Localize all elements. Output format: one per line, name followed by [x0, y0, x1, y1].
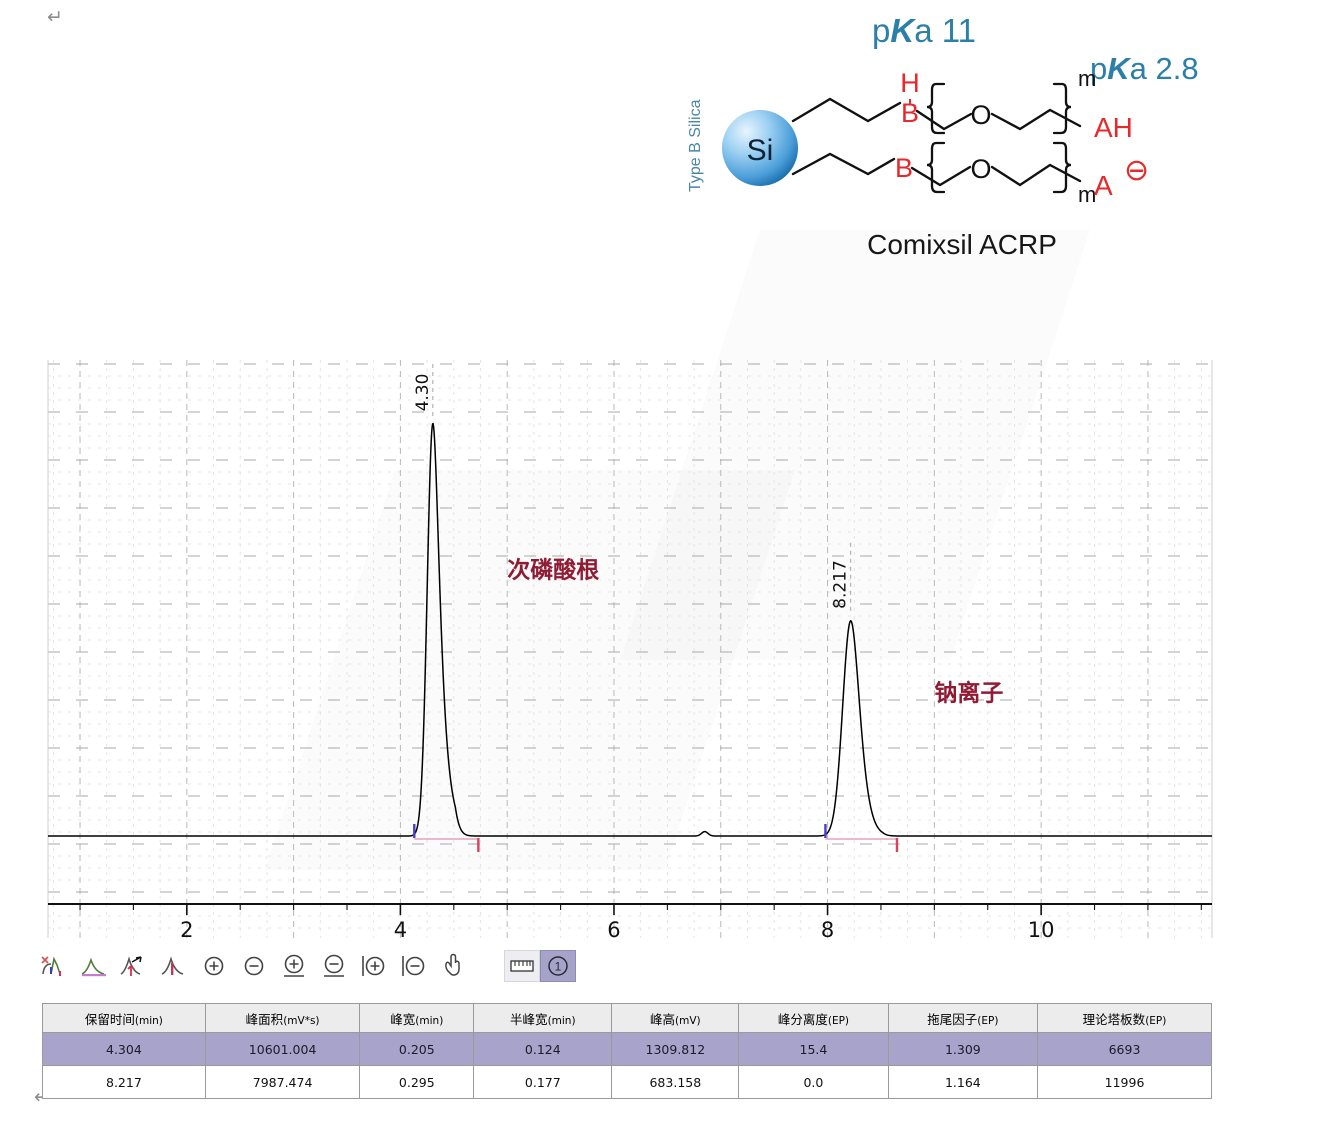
column-header-retention-time[interactable]: 保留时间(min) — [42, 1003, 206, 1033]
column-header-tailing-factor[interactable]: 拖尾因子(EP) — [887, 1003, 1039, 1033]
table-cell: 0.0 — [738, 1065, 889, 1099]
pan-hand-tool[interactable] — [434, 946, 474, 986]
repeat-bracket-top — [926, 82, 1072, 135]
integration-markers — [413, 824, 899, 852]
bond-lines-top — [791, 97, 1082, 131]
zoom-in-x-tool[interactable] — [354, 946, 394, 986]
chromatogram-plot[interactable]: 2 4 6 8 10 4.30 8.217 次磷酸根钠离子 — [40, 352, 1220, 942]
oxygen-atom-bottom: O — [970, 154, 991, 184]
x-axis-tick-label: 10 — [1028, 918, 1055, 942]
grid-minor-lines — [48, 360, 1212, 938]
peak-annotation-label: 次磷酸根 — [507, 557, 599, 584]
repeat-count-top: m — [1078, 66, 1096, 91]
table-cell: 0.205 — [359, 1032, 475, 1066]
column-header-resolution[interactable]: 峰分离度(EP) — [738, 1003, 889, 1033]
delete-peak-tool[interactable] — [34, 946, 74, 986]
table-row[interactable]: 4.304 10601.004 0.205 0.124 1309.812 15.4 1.30… — [42, 1032, 1212, 1066]
column-header-half-width[interactable]: 半峰宽(min) — [473, 1003, 613, 1033]
table-cell: 0.177 — [473, 1065, 613, 1099]
grid-major-lines — [48, 360, 1212, 938]
table-row[interactable]: 8.217 7987.474 0.295 0.177 683.158 0.0 1.164 11… — [42, 1065, 1212, 1099]
terminal-group-ah: AH — [1094, 112, 1133, 143]
table-cell: 683.158 — [611, 1065, 740, 1099]
peak-results-table[interactable]: 保留时间(min) 峰面积(mV*s) 峰宽(min) 半峰宽(min) 峰高(… — [42, 1003, 1212, 1099]
zoom-in-tool[interactable] — [194, 946, 234, 986]
support-label: Type B Silica — [687, 99, 704, 192]
terminal-group-a: A — [1094, 170, 1113, 201]
oxygen-atom-top: O — [970, 100, 991, 130]
column-header-theoretical-plates[interactable]: 理论塔板数(EP) — [1037, 1003, 1212, 1033]
table-cell: 10601.004 — [204, 1032, 361, 1066]
x-axis-tick-label: 2 — [180, 918, 193, 942]
baseline-peak-tool[interactable] — [114, 946, 154, 986]
chromatogram-toolbar[interactable]: 1 — [34, 944, 614, 988]
silicon-atom-label: Si — [747, 134, 774, 167]
bond-lines-bottom — [791, 152, 1082, 187]
table-cell: 15.4 — [738, 1032, 889, 1066]
table-cell: 6693 — [1037, 1032, 1212, 1066]
x-axis-tick-label: 6 — [607, 918, 620, 942]
pka-right-label: pKa 2.8 — [1090, 51, 1199, 86]
peak-retention-label: 8.217 — [831, 560, 851, 609]
zoom-out-x-tool[interactable] — [394, 946, 434, 986]
table-cell: 8.217 — [42, 1065, 206, 1099]
column-header-peak-width[interactable]: 峰宽(min) — [359, 1003, 475, 1033]
table-body: 4.304 10601.004 0.205 0.124 1309.812 15.4 1.30… — [42, 1032, 1212, 1099]
peak-retention-labels: 4.30 8.217 — [413, 364, 852, 615]
structure-caption: Comixsil ACRP — [867, 229, 1057, 260]
channel-one-label: 1 — [555, 960, 562, 974]
table-cell: 0.124 — [473, 1032, 613, 1066]
column-header-peak-area[interactable]: 峰面积(mV*s) — [204, 1003, 361, 1033]
zoom-out-tool[interactable] — [234, 946, 274, 986]
boron-atom-bottom: B — [895, 153, 913, 183]
ruler-toggle[interactable] — [504, 950, 540, 982]
plot-border — [47, 360, 1213, 938]
x-axis: 2 4 6 8 10 — [48, 903, 1212, 942]
hydrogen-atom-top: H — [900, 68, 920, 98]
channel-one-toggle[interactable]: 1 — [540, 950, 576, 982]
silica-sphere-icon — [722, 110, 798, 186]
zoom-in-y-tool[interactable] — [274, 946, 314, 986]
repeat-count-bottom: m — [1078, 182, 1096, 207]
x-axis-tick-label: 4 — [394, 918, 407, 942]
x-axis-tick-label: 8 — [821, 918, 834, 942]
table-cell: 1.164 — [887, 1065, 1039, 1099]
table-cell: 4.304 — [42, 1032, 206, 1066]
boron-atom-top: B — [901, 98, 919, 128]
peak-annotation-label: 钠离子 — [934, 680, 1003, 707]
table-cell: 11996 — [1037, 1065, 1212, 1099]
peak-retention-label: 4.30 — [413, 374, 433, 412]
table-cell: 1309.812 — [611, 1032, 740, 1066]
table-cell: 1.309 — [887, 1032, 1039, 1066]
split-peak-tool[interactable] — [74, 946, 114, 986]
table-cell: 7987.474 — [204, 1065, 361, 1099]
chemical-structure-figure: pKa 11 pKa 2.8 Type B Silica Si — [682, 2, 1242, 268]
add-peak-tool[interactable] — [154, 946, 194, 986]
table-cell: 0.295 — [359, 1065, 475, 1099]
table-header-row: 保留时间(min) 峰面积(mV*s) 峰宽(min) 半峰宽(min) 峰高(… — [42, 1003, 1212, 1033]
paragraph-mark-top: ↵ — [47, 6, 63, 28]
negative-charge-icon: ⊖ — [1124, 153, 1149, 188]
zoom-out-y-tool[interactable] — [314, 946, 354, 986]
chromatogram-trace — [48, 422, 1212, 837]
repeat-bracket-bottom — [926, 141, 1072, 194]
pka-left-label: pKa 11 — [872, 12, 976, 49]
column-header-peak-height[interactable]: 峰高(mV) — [611, 1003, 740, 1033]
